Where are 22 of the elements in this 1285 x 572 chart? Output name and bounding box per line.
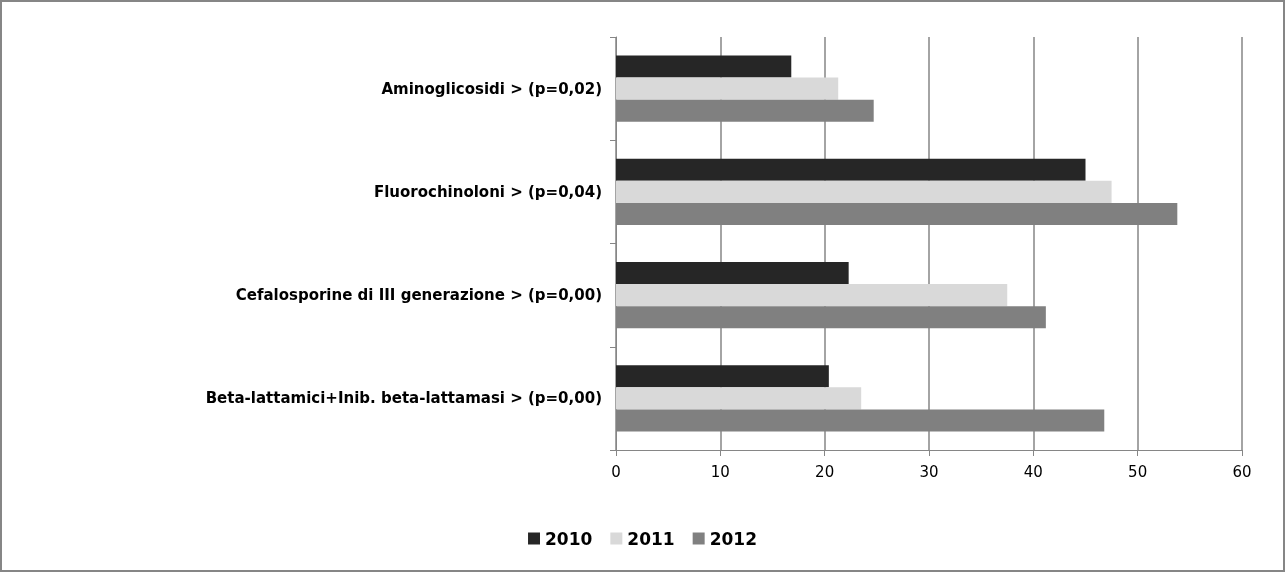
x-tick-label: 20 — [815, 462, 835, 481]
y-tick-label: Beta-lattamici+Inib. beta-lattamasi > (p=0,00) — [205, 389, 602, 408]
x-tick-label: 30 — [919, 462, 939, 481]
bar — [616, 158, 1086, 181]
bar — [616, 365, 829, 388]
y-tick-label: Cefalosporine di III generazione > (p=0,00) — [235, 286, 602, 305]
x-tick-label: 50 — [1128, 462, 1148, 481]
legend-label: 2011 — [627, 528, 675, 549]
bar — [616, 387, 862, 410]
bar — [616, 77, 839, 100]
legend-label: 2012 — [709, 528, 757, 549]
x-tick-label: 40 — [1023, 462, 1043, 481]
bar — [616, 55, 792, 78]
y-tick-label: Fluorochinoloni > (p=0,04) — [373, 182, 602, 201]
x-tick-label: 0 — [611, 462, 621, 481]
x-tick-label: 10 — [710, 462, 730, 481]
bar — [616, 262, 849, 285]
y-tick-label: Aminoglicosidi > (p=0,02) — [381, 79, 602, 98]
legend-label: 2010 — [545, 528, 593, 549]
bar — [616, 180, 1112, 203]
bar — [616, 284, 1008, 307]
x-tick-label: 60 — [1232, 462, 1252, 481]
